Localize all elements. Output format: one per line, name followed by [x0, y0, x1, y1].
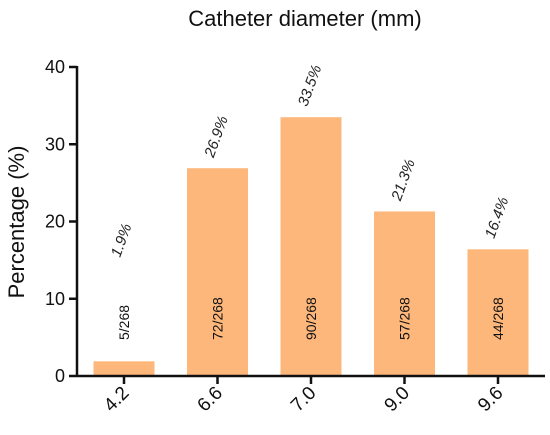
percent-label: 1.9%: [108, 221, 136, 259]
y-tick-label: 20: [45, 212, 65, 232]
count-label: 90/268: [303, 297, 319, 340]
count-label: 72/268: [210, 297, 226, 340]
x-tick-label: 9.6: [474, 383, 508, 417]
count-label: 44/268: [490, 297, 506, 340]
x-tick-label: 9.0: [381, 383, 415, 417]
x-tick-label: 7.0: [287, 383, 321, 417]
y-tick-label: 40: [45, 57, 65, 77]
count-label: 57/268: [397, 297, 413, 340]
bars-group: [93, 117, 529, 377]
bar-9.0: [374, 211, 435, 376]
bar-4.2: [93, 361, 155, 376]
percent-label: 33.5%: [295, 63, 326, 109]
percent-label: 16.4%: [482, 195, 513, 241]
chart-title: Catheter diameter (mm): [188, 6, 422, 31]
y-axis: 0 10 20 30 40: [45, 57, 79, 386]
count-label: 5/268: [116, 305, 132, 340]
percent-label: 26.9%: [201, 114, 232, 161]
y-tick-label: 0: [55, 366, 65, 386]
y-tick-label: 30: [45, 134, 65, 154]
x-tick-label: 6.6: [194, 383, 228, 417]
x-tick-label: 4.2: [100, 383, 134, 417]
bar-6.6: [187, 168, 248, 376]
y-axis-label: Percentage (%): [4, 146, 29, 299]
bar-9.6: [467, 249, 529, 376]
bar-7.0: [280, 117, 342, 377]
y-tick-label: 10: [45, 289, 65, 309]
percent-label: 21.3%: [388, 157, 419, 204]
x-axis: 4.2 6.6 7.0 9.0 9.6: [77, 374, 545, 417]
